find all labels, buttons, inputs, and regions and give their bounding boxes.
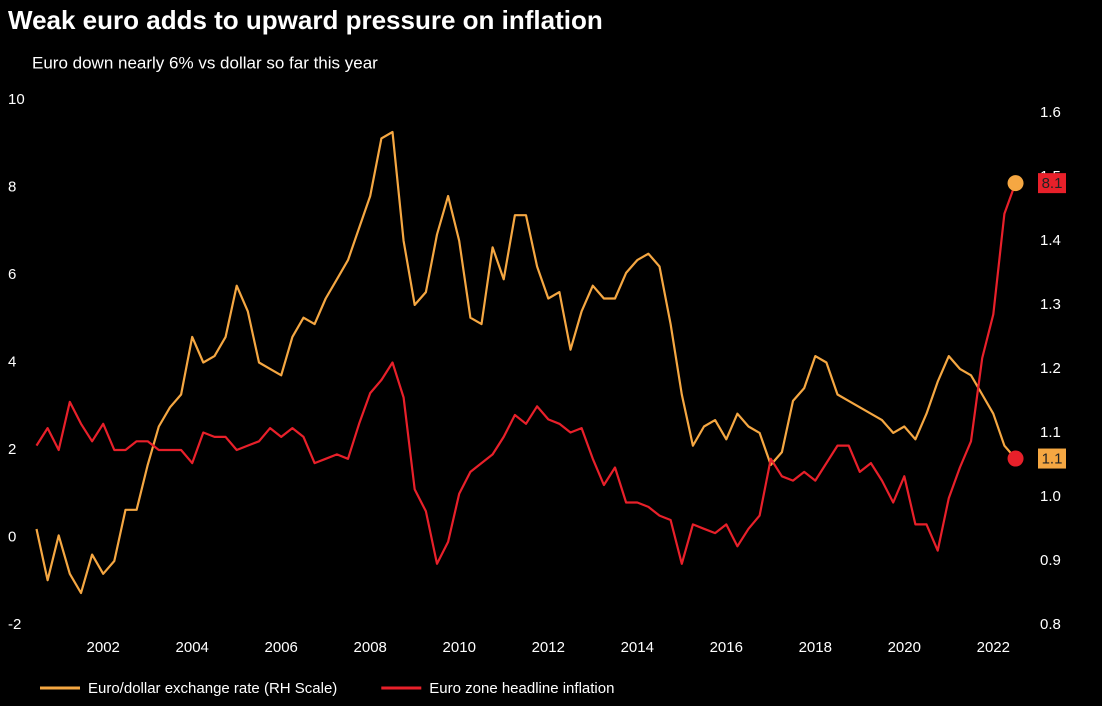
y-tick-label: 10 (8, 91, 25, 108)
y2-tick-label: 1.6 (1040, 104, 1061, 121)
x-tick-label: 2022 (977, 639, 1010, 656)
x-tick-label: 2004 (176, 639, 209, 656)
y2-tick-label: 1.3 (1040, 296, 1061, 313)
y-tick-label: 0 (8, 528, 16, 545)
legend-label: Euro/dollar exchange rate (RH Scale) (88, 680, 337, 697)
x-tick-label: 2002 (87, 639, 120, 656)
x-tick-label: 2016 (710, 639, 743, 656)
x-tick-label: 2014 (621, 639, 654, 656)
y-tick-label: 8 (8, 178, 16, 195)
end-label-box (1038, 173, 1066, 194)
chart-subtitle: Euro down nearly 6% vs dollar so far thi… (32, 53, 378, 72)
x-tick-label: 2018 (799, 639, 832, 656)
y-tick-label: -2 (8, 616, 21, 633)
end-label: 8.1 (1042, 175, 1063, 192)
end-marker (1007, 175, 1024, 192)
y2-tick-label: 1.4 (1040, 232, 1061, 249)
y2-tick-label: 1.1 (1040, 424, 1061, 441)
end-label: 1.1 (1042, 451, 1063, 468)
end-label-box (1038, 448, 1066, 469)
x-tick-label: 2020 (888, 639, 921, 656)
x-tick-label: 2006 (265, 639, 298, 656)
y2-tick-label: 0.9 (1040, 552, 1061, 569)
x-tick-label: 2012 (532, 639, 565, 656)
x-tick-label: 2008 (354, 639, 387, 656)
series-line (35, 182, 1017, 565)
chart-title: Weak euro adds to upward pressure on inf… (8, 5, 603, 35)
end-marker (1007, 450, 1024, 467)
y-tick-label: 6 (8, 266, 16, 283)
y-tick-label: 4 (8, 353, 16, 370)
y2-tick-label: 1.0 (1040, 488, 1061, 505)
y2-tick-label: 0.8 (1040, 616, 1061, 633)
series-line (35, 130, 1017, 595)
y-tick-label: 2 (8, 441, 16, 458)
x-tick-label: 2010 (443, 639, 476, 656)
legend-label: Euro zone headline inflation (429, 680, 614, 697)
y2-tick-label: 1.2 (1040, 360, 1061, 377)
